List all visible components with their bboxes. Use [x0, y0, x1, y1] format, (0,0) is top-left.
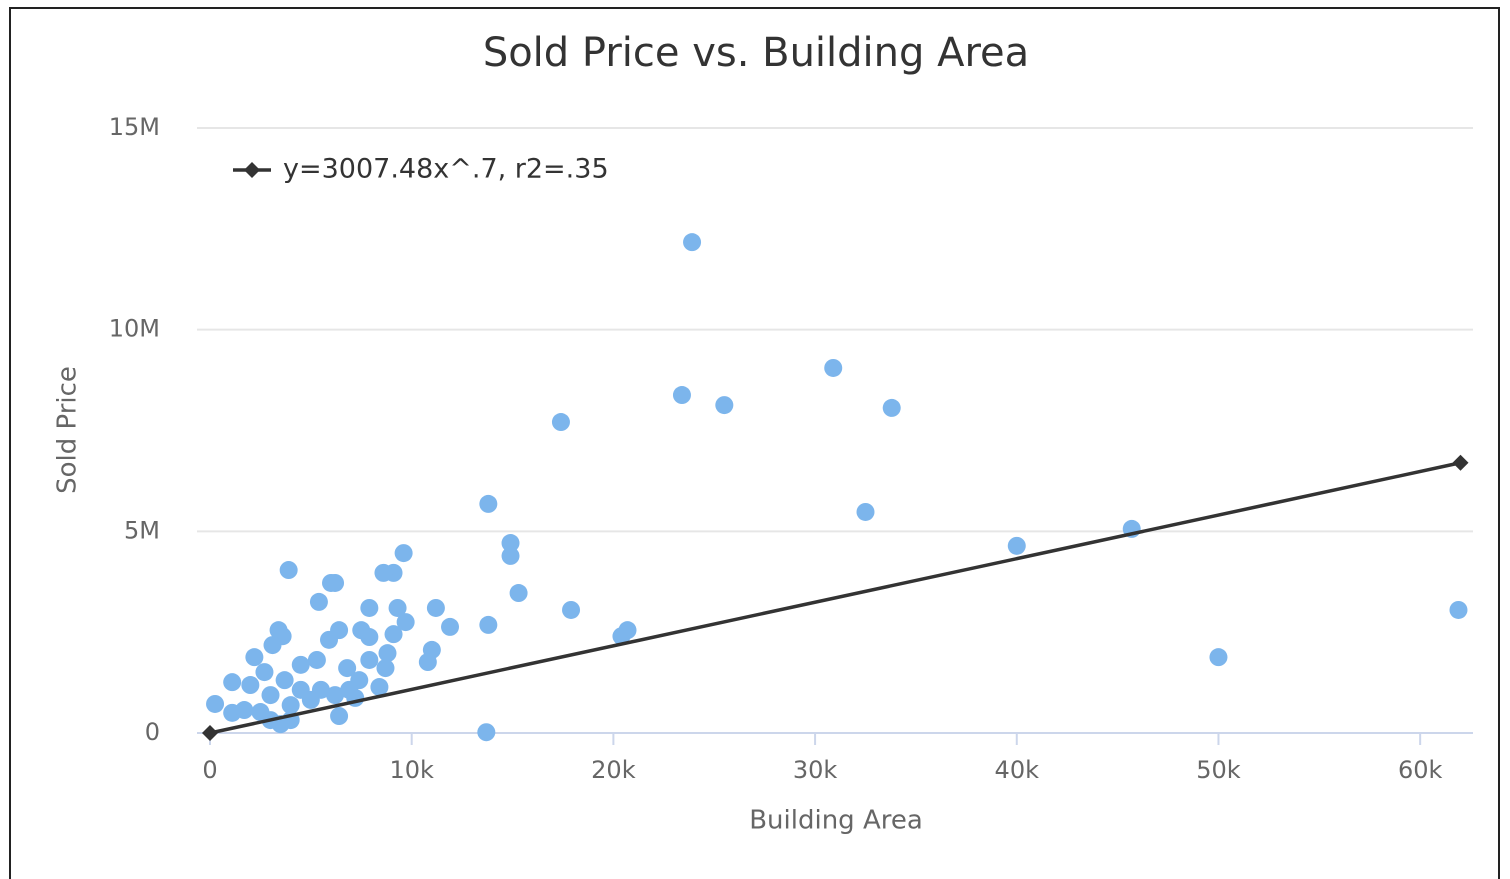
point — [477, 723, 496, 742]
x-tick-label: 0 — [202, 756, 217, 784]
point — [509, 584, 528, 603]
point — [562, 600, 581, 619]
x-tick-label: 20k — [591, 756, 636, 784]
point — [1007, 536, 1026, 555]
point — [340, 680, 359, 699]
point — [612, 627, 631, 646]
point — [319, 630, 338, 649]
point — [338, 659, 357, 678]
point — [245, 648, 264, 667]
y-tick-label: 0 — [145, 718, 160, 746]
point — [394, 544, 413, 563]
legend-label: y=3007.48x^.7, r2=.35 — [283, 154, 609, 185]
point — [388, 598, 407, 617]
x-tick-label: 60k — [1398, 756, 1443, 784]
point — [824, 358, 843, 377]
point — [255, 663, 274, 682]
point — [261, 686, 280, 705]
y-tick-label: 5M — [124, 516, 160, 544]
point — [374, 563, 393, 582]
y-axis-label: Sold Price — [53, 366, 83, 494]
point — [683, 233, 702, 252]
point — [360, 650, 379, 669]
point — [281, 696, 300, 715]
point — [715, 396, 734, 415]
point — [376, 659, 395, 678]
point — [360, 598, 379, 617]
point — [309, 592, 328, 611]
point — [235, 701, 254, 720]
point — [672, 386, 691, 405]
point — [501, 534, 520, 553]
point — [1449, 600, 1468, 619]
point — [856, 502, 875, 521]
point — [418, 653, 437, 672]
point — [370, 678, 389, 697]
point — [241, 676, 260, 695]
point — [479, 615, 498, 634]
point — [330, 707, 349, 726]
point — [307, 650, 326, 669]
point — [269, 621, 288, 640]
point — [322, 573, 341, 592]
legend-symbol-marker — [244, 162, 260, 178]
point — [882, 398, 901, 417]
point — [263, 636, 282, 655]
x-tick-label: 30k — [793, 756, 838, 784]
point — [275, 671, 294, 690]
point — [326, 686, 345, 705]
point — [291, 655, 310, 674]
point — [396, 613, 415, 632]
point — [279, 561, 298, 580]
trend-marker — [1452, 454, 1469, 471]
chart-frame — [9, 7, 1500, 879]
y-tick-label: 15M — [109, 113, 160, 141]
x-tick-label: 10k — [389, 756, 434, 784]
x-tick-label: 40k — [995, 756, 1040, 784]
trend-marker — [202, 725, 218, 741]
point — [378, 644, 397, 663]
point — [501, 546, 520, 565]
point — [551, 413, 570, 432]
y-tick-label: 10M — [109, 315, 160, 343]
point — [479, 494, 498, 513]
x-axis-label: Building Area — [749, 806, 923, 836]
chart-title: Sold Price vs. Building Area — [483, 30, 1029, 76]
point — [251, 703, 270, 722]
x-tick-label: 50k — [1196, 756, 1241, 784]
point — [441, 617, 460, 636]
point — [426, 598, 445, 617]
point — [301, 690, 320, 709]
point — [352, 621, 371, 640]
point — [206, 694, 225, 713]
point — [1209, 648, 1228, 667]
point — [384, 625, 403, 644]
point — [223, 673, 242, 692]
trend-line — [209, 461, 1461, 735]
